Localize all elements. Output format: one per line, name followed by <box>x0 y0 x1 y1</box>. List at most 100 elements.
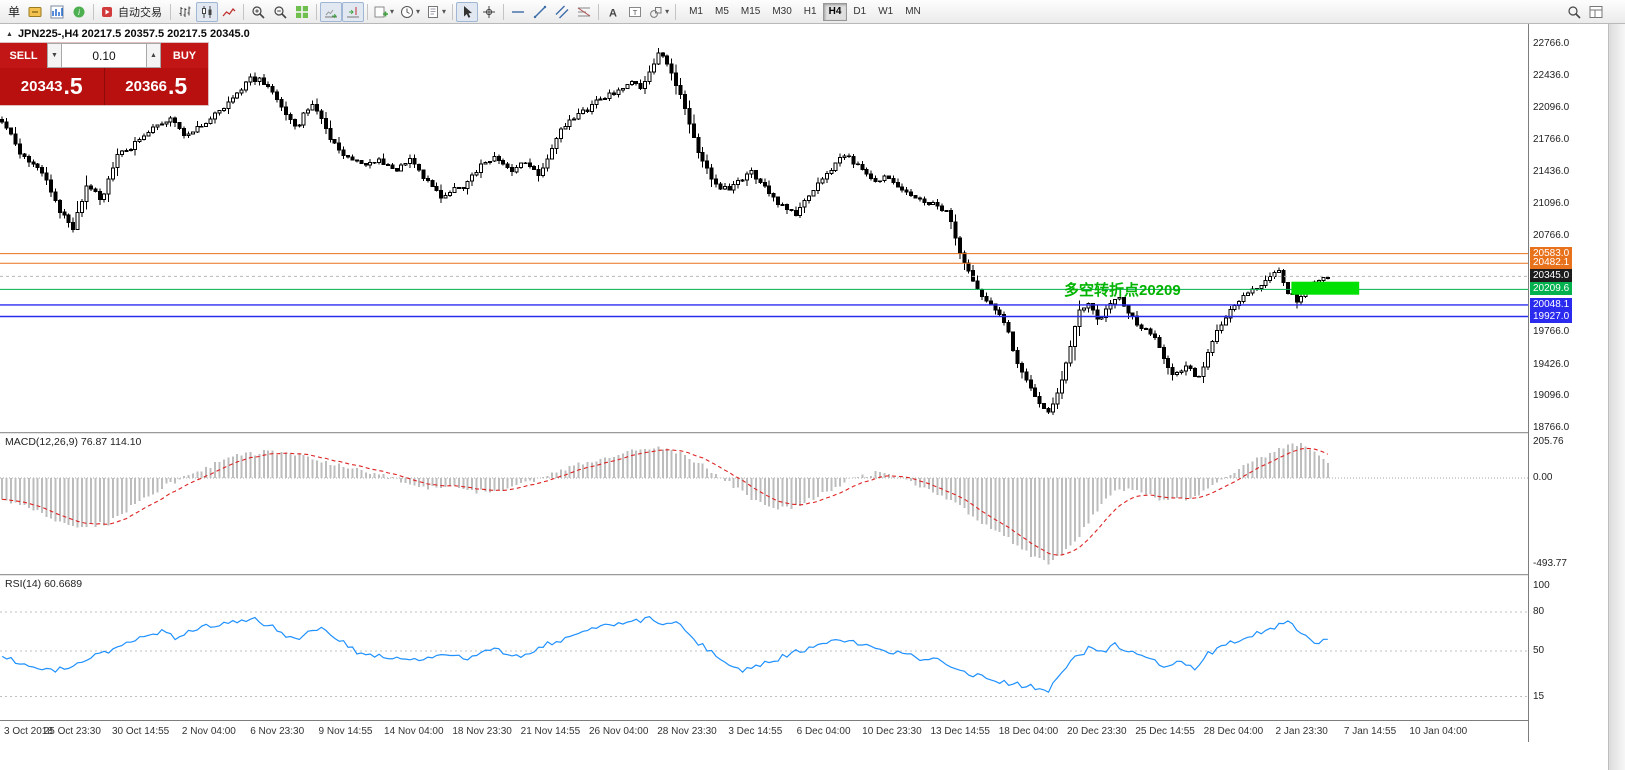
text-label-icon[interactable]: T <box>624 2 646 22</box>
dropdown-arrow-icon[interactable]: ▾ <box>665 7 670 16</box>
zin-glyph <box>252 5 265 19</box>
time-axis-label: 18 Nov 23:30 <box>452 726 512 737</box>
navigator-icon[interactable]: i <box>68 2 90 22</box>
market-watch-icon[interactable] <box>46 2 68 22</box>
horizontal-line-icon[interactable] <box>507 2 529 22</box>
candlestick-chart[interactable] <box>0 24 1528 432</box>
templates-icon[interactable]: ▾ <box>423 2 449 22</box>
toolbar-separator <box>675 3 677 20</box>
order-glyph <box>28 6 42 17</box>
time-axis-label: 6 Dec 04:00 <box>796 726 851 737</box>
price-level-badge: 20482.1 <box>1530 256 1573 270</box>
buy-price-frac: .5 <box>168 73 188 99</box>
one-click-toggle-icon[interactable]: ▲ <box>6 30 13 38</box>
chan-glyph <box>555 5 569 18</box>
time-axis-label: 10 Jan 04:00 <box>1409 726 1468 737</box>
toolbar-separator <box>367 3 369 20</box>
trendline-icon[interactable] <box>529 2 551 22</box>
svg-text:T: T <box>633 7 638 16</box>
bar-chart-icon[interactable] <box>174 2 196 22</box>
panel-separator[interactable] <box>0 574 1607 576</box>
panel-separator[interactable] <box>0 432 1607 434</box>
zoom-out-icon[interactable] <box>269 2 291 22</box>
macd-title: MACD(12,26,9) 76.87 114.10 <box>5 436 142 448</box>
time-axis-label: 21 Nov 14:55 <box>520 726 581 737</box>
clock-glyph <box>401 5 414 18</box>
fibonacci-icon[interactable] <box>573 2 595 22</box>
price-axis-label: 21436.0 <box>1533 165 1570 177</box>
search-icon[interactable] <box>1563 2 1585 22</box>
chart-title-text: JPN225-,H4 20217.5 20357.5 20217.5 20345… <box>17 28 250 40</box>
timeframe-m15[interactable]: M15 <box>740 6 761 17</box>
buy-button[interactable]: BUY <box>161 43 208 68</box>
macd-panel: MACD(12,26,9) 76.87 114.10 <box>0 434 1528 574</box>
profiles-icon[interactable]: ▾ <box>397 2 423 22</box>
bull-candle-bodies <box>75 52 1326 413</box>
sell-price-button[interactable]: 20343 .5 <box>0 68 104 105</box>
vertical-scrollbar[interactable] <box>1608 24 1625 770</box>
bear-candle-bodies <box>0 52 1330 413</box>
volume-input[interactable]: 0.10 <box>62 43 146 68</box>
macd-scale-label: 0.00 <box>1533 472 1553 483</box>
cross-glyph <box>483 5 496 18</box>
newchart-glyph <box>374 6 389 17</box>
timeframe-m5[interactable]: M5 <box>714 6 729 17</box>
buy-price-button[interactable]: 20366 .5 <box>104 68 208 105</box>
timeframe-h1[interactable]: H1 <box>803 6 817 17</box>
price-axis-label: 19766.0 <box>1533 326 1570 337</box>
macd-signal-line <box>2 447 1329 556</box>
volume-down-button[interactable]: ▼ <box>47 43 62 68</box>
sell-button[interactable]: SELL <box>0 43 47 68</box>
new-chart-icon[interactable]: ▾ <box>371 2 397 22</box>
textA-glyph: A <box>609 7 617 19</box>
highlight-rectangle[interactable] <box>1291 281 1360 295</box>
timeframe-d1[interactable]: D1 <box>853 6 867 17</box>
layout-glyph <box>1589 5 1603 18</box>
candles-glyph <box>202 5 212 18</box>
rsi-chart <box>0 611 1528 697</box>
new-order-icon[interactable] <box>24 2 46 22</box>
cursor-glyph <box>464 5 473 18</box>
timeframe-w1[interactable]: W1 <box>878 6 894 17</box>
autotrade-button[interactable]: 自动交易 <box>97 2 167 22</box>
current-price-badge: 20345.0 <box>1530 269 1573 283</box>
timeframe-mn[interactable]: MN <box>905 6 921 17</box>
label-glyph: T <box>629 6 642 17</box>
rsi-scale-label: 80 <box>1533 606 1545 617</box>
timeframe-h4[interactable]: H4 <box>822 2 848 21</box>
volume-up-button[interactable]: ▲ <box>146 43 161 68</box>
cursor-icon[interactable] <box>456 1 479 22</box>
toolbar-separator <box>93 3 95 20</box>
zout-glyph <box>274 5 287 19</box>
chart-shift-icon[interactable] <box>342 1 365 22</box>
dropdown-arrow-icon[interactable]: ▾ <box>390 7 395 16</box>
sell-price-main: 20343 <box>20 78 63 95</box>
price-axis-label: 21766.0 <box>1533 134 1570 145</box>
svg-text:i: i <box>78 8 80 17</box>
window-layout-icon[interactable] <box>1585 2 1607 22</box>
price-axis[interactable]: 22766.0 22436.0 22096.0 21766.0 21436.0 21096… <box>1528 24 1608 742</box>
auto-scroll-icon[interactable] <box>320 1 343 22</box>
dropdown-arrow-icon[interactable]: ▾ <box>416 7 421 16</box>
candlestick-chart-icon[interactable] <box>196 1 219 22</box>
channel-icon[interactable] <box>551 2 573 22</box>
zoom-in-icon[interactable] <box>247 2 269 22</box>
crosshair-icon[interactable] <box>478 2 500 22</box>
timeframe-m1[interactable]: M1 <box>689 6 703 17</box>
menu-character[interactable]: 单 <box>8 5 21 19</box>
text-icon[interactable]: A <box>602 2 624 22</box>
time-axis[interactable]: 3 Oct 2018 25 Oct 23:30 30 Oct 14:55 2 Nov … <box>0 720 1608 744</box>
rsi-scale-label: 15 <box>1533 690 1545 702</box>
time-axis-label: 13 Dec 14:55 <box>930 726 990 737</box>
price-axis-label: 19096.0 <box>1533 390 1570 402</box>
tile-windows-icon[interactable] <box>291 2 313 22</box>
toolbar-separator <box>452 3 454 20</box>
dropdown-arrow-icon[interactable]: ▾ <box>442 7 447 16</box>
timeframe-m30[interactable]: M30 <box>772 6 792 17</box>
chart-area[interactable]: ▲ JPN225-,H4 20217.5 20357.5 20217.5 203… <box>0 24 1528 432</box>
auto-glyph <box>102 6 113 17</box>
line-chart-icon[interactable] <box>218 2 240 22</box>
arrows-icon[interactable]: ▾ <box>646 2 672 22</box>
toolbar-right <box>1563 2 1607 22</box>
trade-panel-top-row: SELL ▼ 0.10 ▲ BUY <box>0 43 208 68</box>
